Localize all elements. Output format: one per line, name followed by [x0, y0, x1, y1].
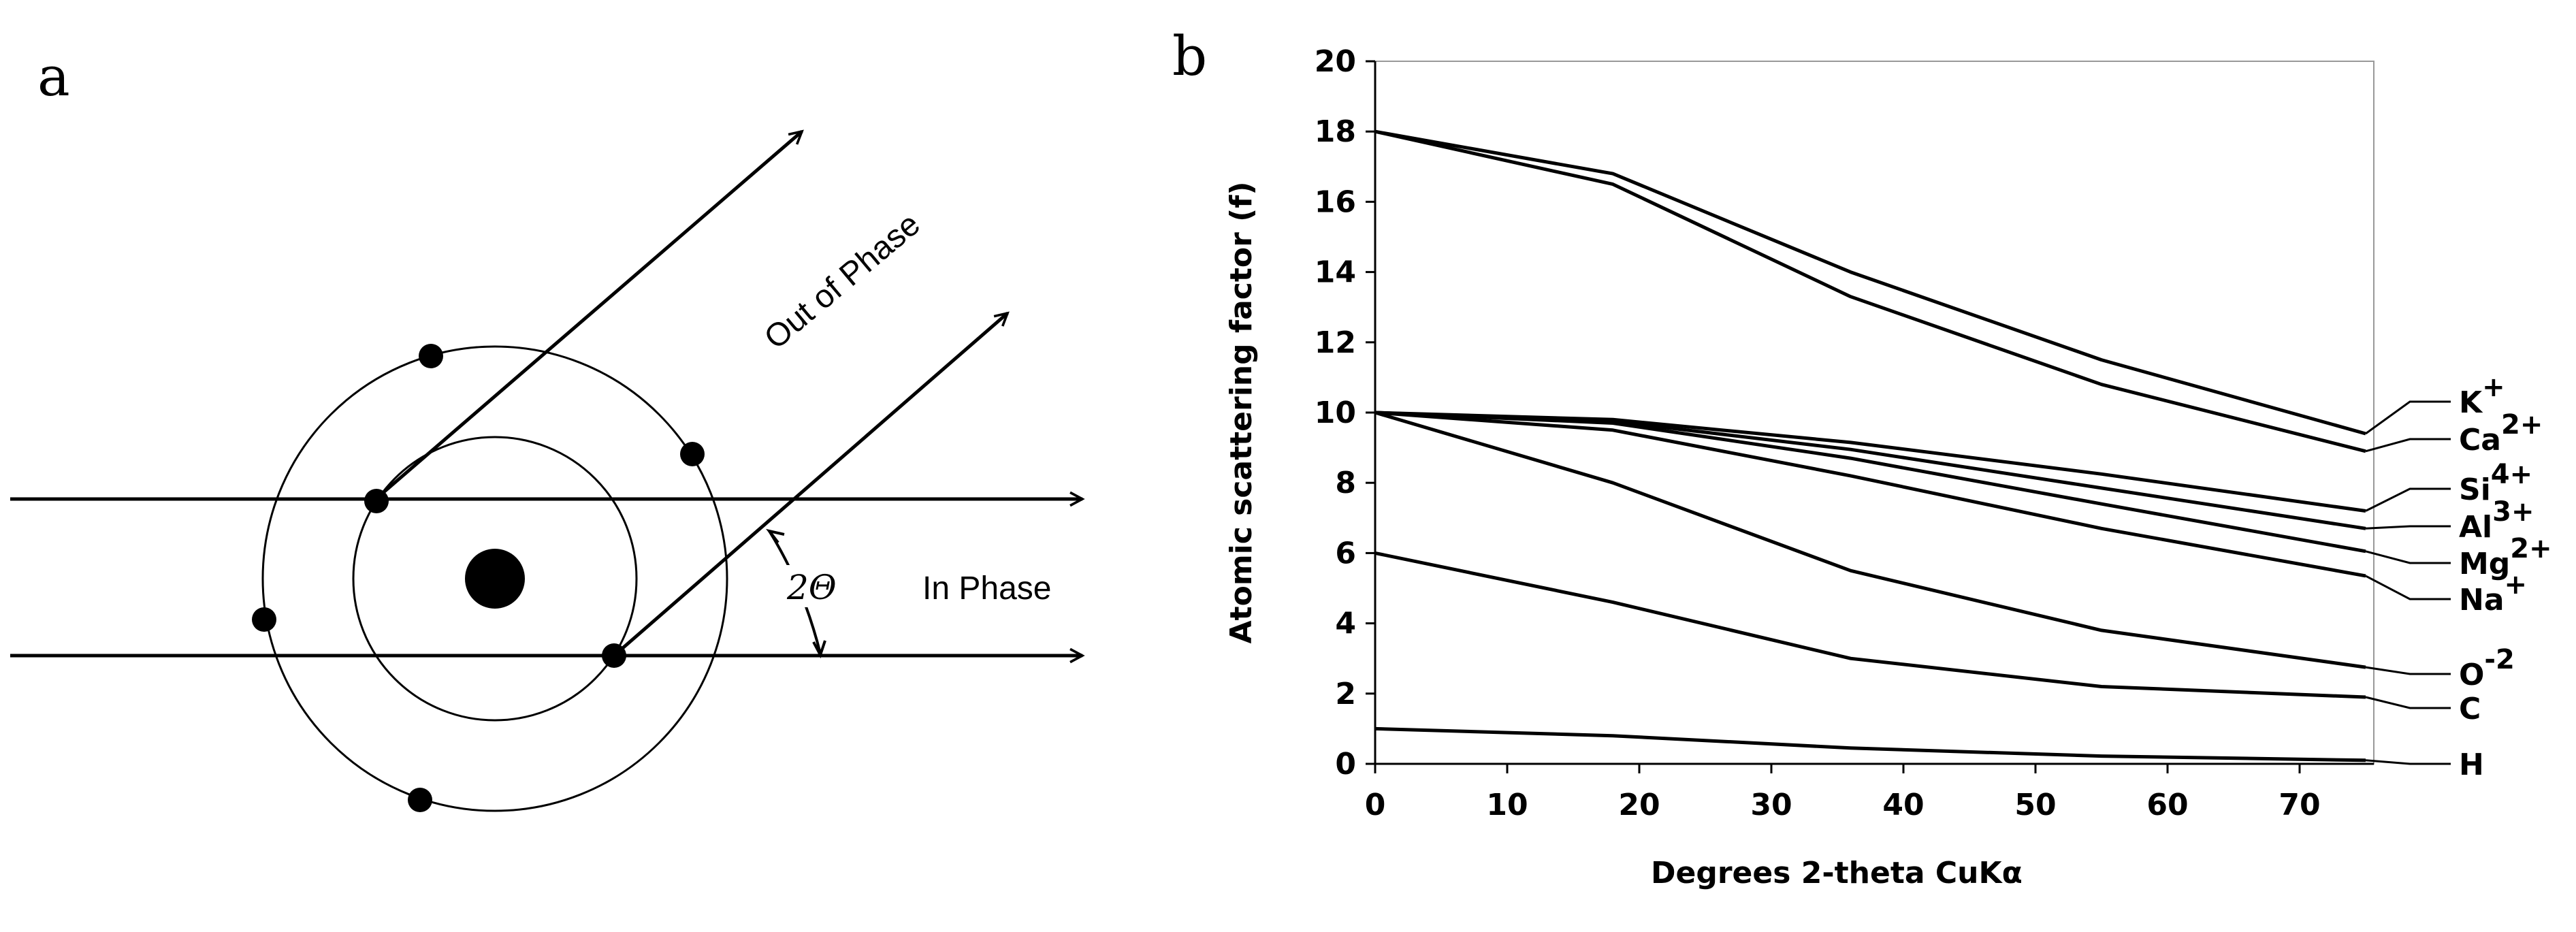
series-line-al [1374, 411, 2366, 530]
electron [408, 788, 432, 812]
angle-label-background [783, 565, 846, 607]
electron [419, 344, 443, 368]
y-tick-label: 2 [1335, 677, 1356, 711]
series-label-o: O-2 [2459, 644, 2515, 692]
electron [364, 489, 389, 513]
y-tick-label: 6 [1335, 536, 1356, 571]
scattered-ray-upper [374, 131, 802, 500]
angle-label: 2Θ [786, 568, 837, 607]
nucleus [465, 549, 525, 609]
y-axis-title: Atomic scattering factor (f) [1224, 182, 1259, 644]
series-label-si: Si4+ [2459, 459, 2532, 507]
x-tick-label: 40 [1882, 788, 1924, 822]
inner-electron-shell [352, 436, 638, 722]
panel-a-diagram: a 2Θ Out of Phase In Phase [10, 45, 1082, 812]
x-tick-label: 10 [1486, 788, 1528, 822]
angle-arc-arrowhead-top [766, 528, 785, 544]
x-tick-label: 30 [1750, 788, 1792, 822]
series-label-c: C [2459, 692, 2481, 726]
series-line-k [1374, 129, 2366, 436]
electron [680, 442, 705, 466]
electron [602, 643, 626, 668]
series-line-o [1374, 411, 2366, 669]
angle-arc-arrowhead-bottom [812, 640, 826, 659]
series-line-mg [1374, 411, 2366, 553]
series-label-al: Al3+ [2459, 496, 2534, 545]
x-tick-label: 20 [1618, 788, 1660, 822]
series-leader-line [2365, 400, 2451, 435]
y-tick-label: 14 [1315, 255, 1356, 290]
plot-area-frame [1374, 61, 2374, 765]
x-tick-label: 70 [2279, 788, 2320, 822]
series-line-h [1374, 726, 2366, 762]
y-tick-label: 16 [1315, 184, 1356, 219]
in-phase-label: In Phase [922, 571, 1051, 607]
series-leader-line [2365, 575, 2451, 600]
electron [252, 607, 276, 632]
y-tick-label: 20 [1315, 44, 1356, 79]
x-tick-label: 50 [2014, 788, 2056, 822]
y-tick-label: 12 [1315, 325, 1356, 360]
series-lines [1374, 129, 2366, 762]
x-axis-title: Degrees 2-theta CuKα [1651, 856, 2023, 890]
out-of-phase-label: Out of Phase [758, 206, 927, 357]
panel-a-letter: a [37, 45, 70, 108]
panel-b-letter: b [1172, 25, 1207, 88]
outer-electron-shell [261, 345, 728, 812]
series-leader-line [2365, 487, 2451, 512]
x-tick-label: 60 [2146, 788, 2188, 822]
series-leader-line [2365, 666, 2451, 675]
series-leader-line [2365, 525, 2451, 530]
series-label-mg: Mg2+ [2459, 533, 2552, 581]
series-leader-line [2365, 696, 2451, 709]
y-axis-ticks: 0 2 4 6 8 10 12 14 16 18 20 [1315, 44, 1375, 782]
y-tick-label: 10 [1315, 396, 1356, 430]
x-axis-ticks: 0 10 20 30 40 50 60 70 [1365, 764, 2321, 822]
y-tick-label: 4 [1335, 607, 1356, 641]
y-tick-label: 8 [1335, 466, 1356, 500]
series-label-h: H [2459, 748, 2484, 782]
series-label-k: K+ [2459, 372, 2505, 420]
series-leader-line [2365, 759, 2451, 765]
scattered-ray-lower [613, 313, 1008, 657]
x-tick-label: 0 [1365, 788, 1386, 822]
series-label-ca: Ca2+ [2459, 409, 2543, 457]
series-leader-line [2365, 438, 2451, 453]
series-label-na: Na+ [2459, 569, 2527, 617]
series-labels: K+Ca2+Si4+Al3+Mg2+Na+ O-2CH [2365, 372, 2552, 782]
series-line-ca [1374, 129, 2366, 453]
series-line-na [1374, 411, 2366, 578]
series-leader-line [2365, 550, 2451, 564]
panel-b-chart: b 0 2 4 6 8 10 12 14 16 18 20 0 10 20 30 40 50 60 70 K+Ca… [1172, 25, 2552, 890]
series-line-c [1374, 551, 2366, 699]
y-tick-label: 18 [1315, 114, 1356, 149]
y-tick-label: 0 [1335, 747, 1356, 782]
